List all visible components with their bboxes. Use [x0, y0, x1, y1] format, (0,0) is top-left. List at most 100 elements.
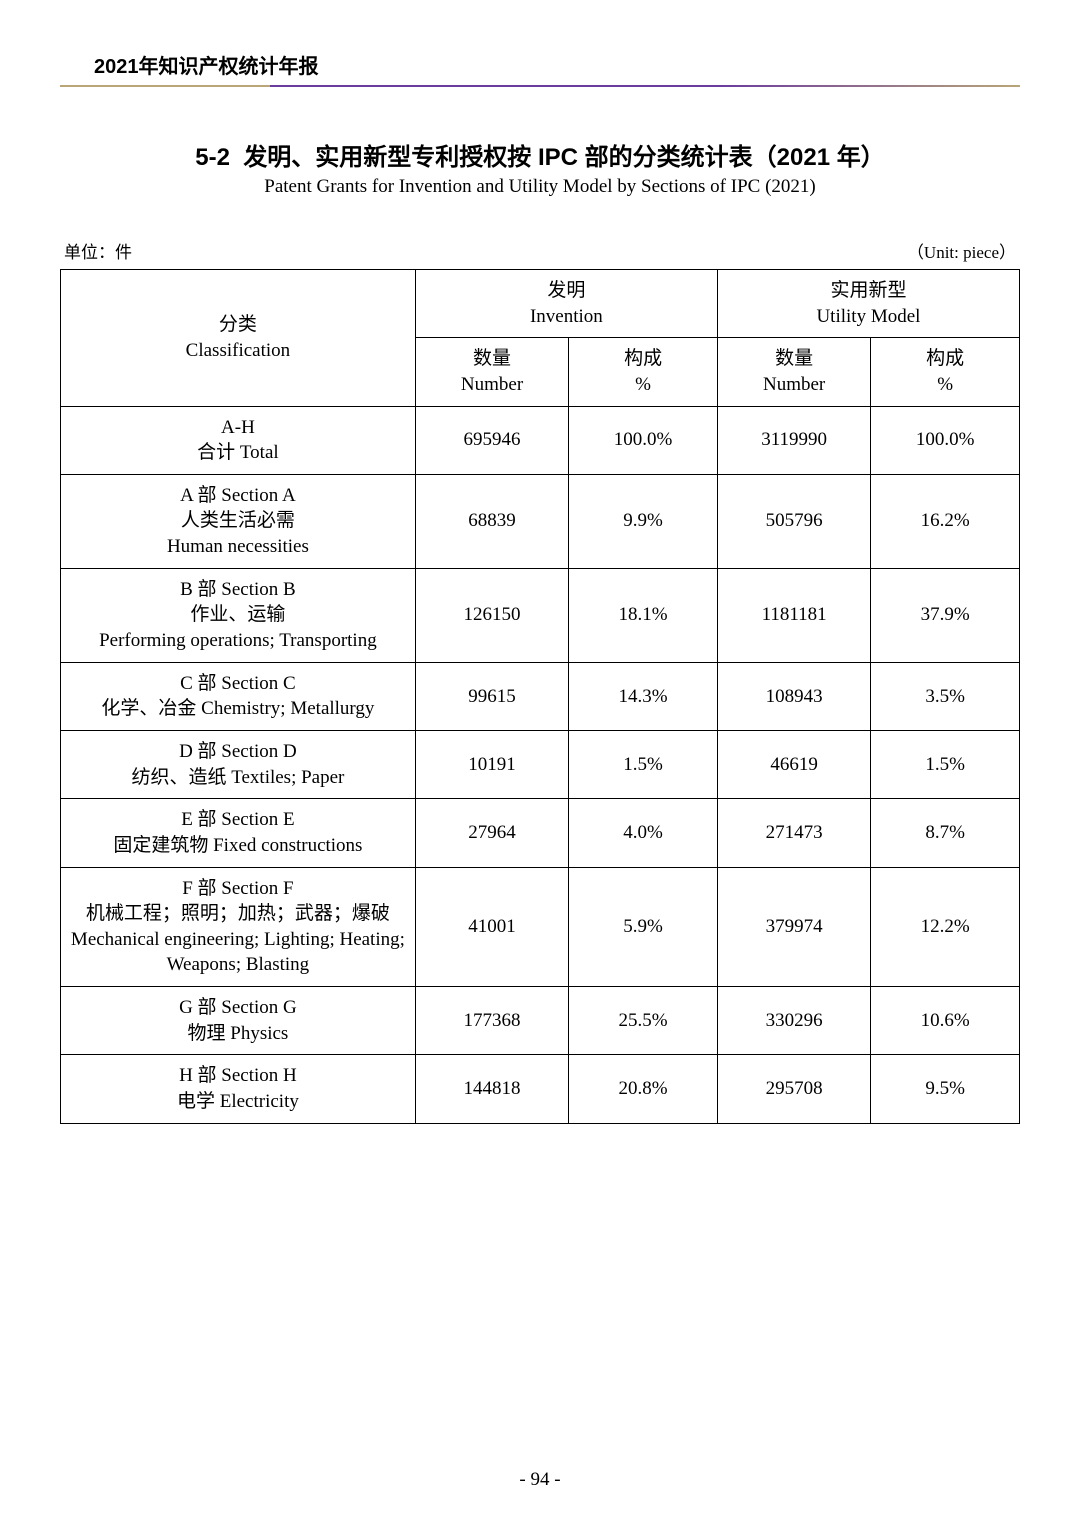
- cell-um-num: 379974: [717, 867, 870, 987]
- cell-um-num: 271473: [717, 799, 870, 867]
- classification-line: 机械工程；照明；加热；武器；爆破: [67, 901, 409, 927]
- classification-line: Weapons; Blasting: [67, 952, 409, 978]
- cell-inv-num: 126150: [415, 568, 568, 662]
- title-cn-text: 发明、实用新型专利授权按 IPC 部的分类统计表（2021 年）: [243, 144, 884, 171]
- cell-inv-num: 99615: [415, 662, 568, 730]
- cell-um-num: 330296: [717, 987, 870, 1055]
- classification-line: C 部 Section C: [67, 671, 409, 697]
- classification-line: Human necessities: [67, 534, 409, 560]
- page-number: - 94 -: [0, 1469, 1080, 1491]
- th-invention-cn: 发明: [547, 280, 585, 301]
- th-invention: 发明 Invention: [415, 270, 717, 338]
- table-row: B 部 Section B作业、运输Performing operations;…: [61, 568, 1020, 662]
- unit-left: 单位：件: [64, 238, 132, 263]
- cell-inv-num: 177368: [415, 987, 568, 1055]
- cell-inv-pct: 20.8%: [569, 1055, 718, 1123]
- th-um-percent: 构成 %: [871, 338, 1020, 406]
- th-classification-cn: 分类: [219, 314, 257, 335]
- table-head: 分类 Classification 发明 Invention 实用新型 Util…: [61, 270, 1020, 407]
- th-invention-en: Invention: [530, 306, 603, 327]
- cell-um-num: 3119990: [717, 406, 870, 474]
- cell-um-pct: 100.0%: [871, 406, 1020, 474]
- ipc-table: 分类 Classification 发明 Invention 实用新型 Util…: [60, 269, 1020, 1124]
- cell-classification: B 部 Section B作业、运输Performing operations;…: [61, 568, 416, 662]
- cell-inv-num: 144818: [415, 1055, 568, 1123]
- classification-line: A 部 Section A: [67, 483, 409, 509]
- classification-line: B 部 Section B: [67, 577, 409, 603]
- th-utility: 实用新型 Utility Model: [717, 270, 1019, 338]
- cell-inv-pct: 25.5%: [569, 987, 718, 1055]
- classification-line: 电学 Electricity: [67, 1089, 409, 1115]
- table-row: C 部 Section C化学、冶金 Chemistry; Metallurgy…: [61, 662, 1020, 730]
- cell-classification: H 部 Section H电学 Electricity: [61, 1055, 416, 1123]
- cell-um-num: 1181181: [717, 568, 870, 662]
- cell-um-num: 505796: [717, 474, 870, 568]
- th-um-number: 数量 Number: [717, 338, 870, 406]
- table-row: H 部 Section H电学 Electricity14481820.8%29…: [61, 1055, 1020, 1123]
- classification-line: E 部 Section E: [67, 807, 409, 833]
- classification-line: 物理 Physics: [67, 1021, 409, 1047]
- classification-line: F 部 Section F: [67, 876, 409, 902]
- th-utility-en: Utility Model: [816, 306, 920, 327]
- th-inv-number: 数量 Number: [415, 338, 568, 406]
- cell-inv-num: 695946: [415, 406, 568, 474]
- classification-line: G 部 Section G: [67, 995, 409, 1021]
- cell-um-pct: 8.7%: [871, 799, 1020, 867]
- table-row: G 部 Section G物理 Physics17736825.5%330296…: [61, 987, 1020, 1055]
- cell-um-num: 295708: [717, 1055, 870, 1123]
- cell-classification: A-H合计 Total: [61, 406, 416, 474]
- cell-classification: C 部 Section C化学、冶金 Chemistry; Metallurgy: [61, 662, 416, 730]
- th-classification-en: Classification: [186, 340, 290, 361]
- cell-inv-pct: 4.0%: [569, 799, 718, 867]
- cell-inv-pct: 5.9%: [569, 867, 718, 987]
- th-classification: 分类 Classification: [61, 270, 416, 407]
- table-body: A-H合计 Total695946100.0%3119990100.0%A 部 …: [61, 406, 1020, 1123]
- classification-line: 纺织、造纸 Textiles; Paper: [67, 765, 409, 791]
- section-number: 5-2: [195, 144, 230, 171]
- cell-inv-pct: 18.1%: [569, 568, 718, 662]
- cell-um-pct: 1.5%: [871, 730, 1020, 798]
- table-row: E 部 Section E固定建筑物 Fixed constructions27…: [61, 799, 1020, 867]
- cell-classification: A 部 Section A人类生活必需Human necessities: [61, 474, 416, 568]
- cell-um-num: 108943: [717, 662, 870, 730]
- title-en: Patent Grants for Invention and Utility …: [60, 176, 1020, 198]
- classification-line: D 部 Section D: [67, 739, 409, 765]
- unit-row: 单位：件 （Unit: piece）: [60, 238, 1020, 269]
- classification-line: Mechanical engineering; Lighting; Heatin…: [67, 927, 409, 953]
- table-row: F 部 Section F机械工程；照明；加热；武器；爆破Mechanical …: [61, 867, 1020, 987]
- cell-inv-pct: 9.9%: [569, 474, 718, 568]
- classification-line: 作业、运输: [67, 602, 409, 628]
- classification-line: 化学、冶金 Chemistry; Metallurgy: [67, 696, 409, 722]
- yearbook-title: 2021年知识产权统计年报: [94, 56, 319, 78]
- cell-inv-pct: 14.3%: [569, 662, 718, 730]
- title-cn: 5-2 发明、实用新型专利授权按 IPC 部的分类统计表（2021 年）: [60, 137, 1020, 172]
- cell-inv-num: 10191: [415, 730, 568, 798]
- cell-inv-num: 27964: [415, 799, 568, 867]
- table-row: A-H合计 Total695946100.0%3119990100.0%: [61, 406, 1020, 474]
- cell-um-pct: 37.9%: [871, 568, 1020, 662]
- classification-line: 人类生活必需: [67, 508, 409, 534]
- table-row: A 部 Section A人类生活必需Human necessities6883…: [61, 474, 1020, 568]
- th-inv-percent: 构成 %: [569, 338, 718, 406]
- th-utility-cn: 实用新型: [830, 280, 906, 301]
- cell-inv-num: 41001: [415, 867, 568, 987]
- classification-line: 合计 Total: [67, 440, 409, 466]
- classification-line: A-H: [67, 415, 409, 441]
- page-header: 2021年知识产权统计年报: [60, 50, 1020, 87]
- cell-um-pct: 16.2%: [871, 474, 1020, 568]
- cell-um-pct: 12.2%: [871, 867, 1020, 987]
- cell-classification: G 部 Section G物理 Physics: [61, 987, 416, 1055]
- cell-um-num: 46619: [717, 730, 870, 798]
- cell-classification: E 部 Section E固定建筑物 Fixed constructions: [61, 799, 416, 867]
- cell-classification: D 部 Section D纺织、造纸 Textiles; Paper: [61, 730, 416, 798]
- classification-line: Performing operations; Transporting: [67, 628, 409, 654]
- cell-inv-pct: 100.0%: [569, 406, 718, 474]
- cell-um-pct: 9.5%: [871, 1055, 1020, 1123]
- unit-right: （Unit: piece）: [907, 238, 1016, 263]
- cell-inv-pct: 1.5%: [569, 730, 718, 798]
- table-row: D 部 Section D纺织、造纸 Textiles; Paper101911…: [61, 730, 1020, 798]
- title-block: 5-2 发明、实用新型专利授权按 IPC 部的分类统计表（2021 年） Pat…: [60, 137, 1020, 198]
- cell-um-pct: 3.5%: [871, 662, 1020, 730]
- cell-um-pct: 10.6%: [871, 987, 1020, 1055]
- classification-line: 固定建筑物 Fixed constructions: [67, 833, 409, 859]
